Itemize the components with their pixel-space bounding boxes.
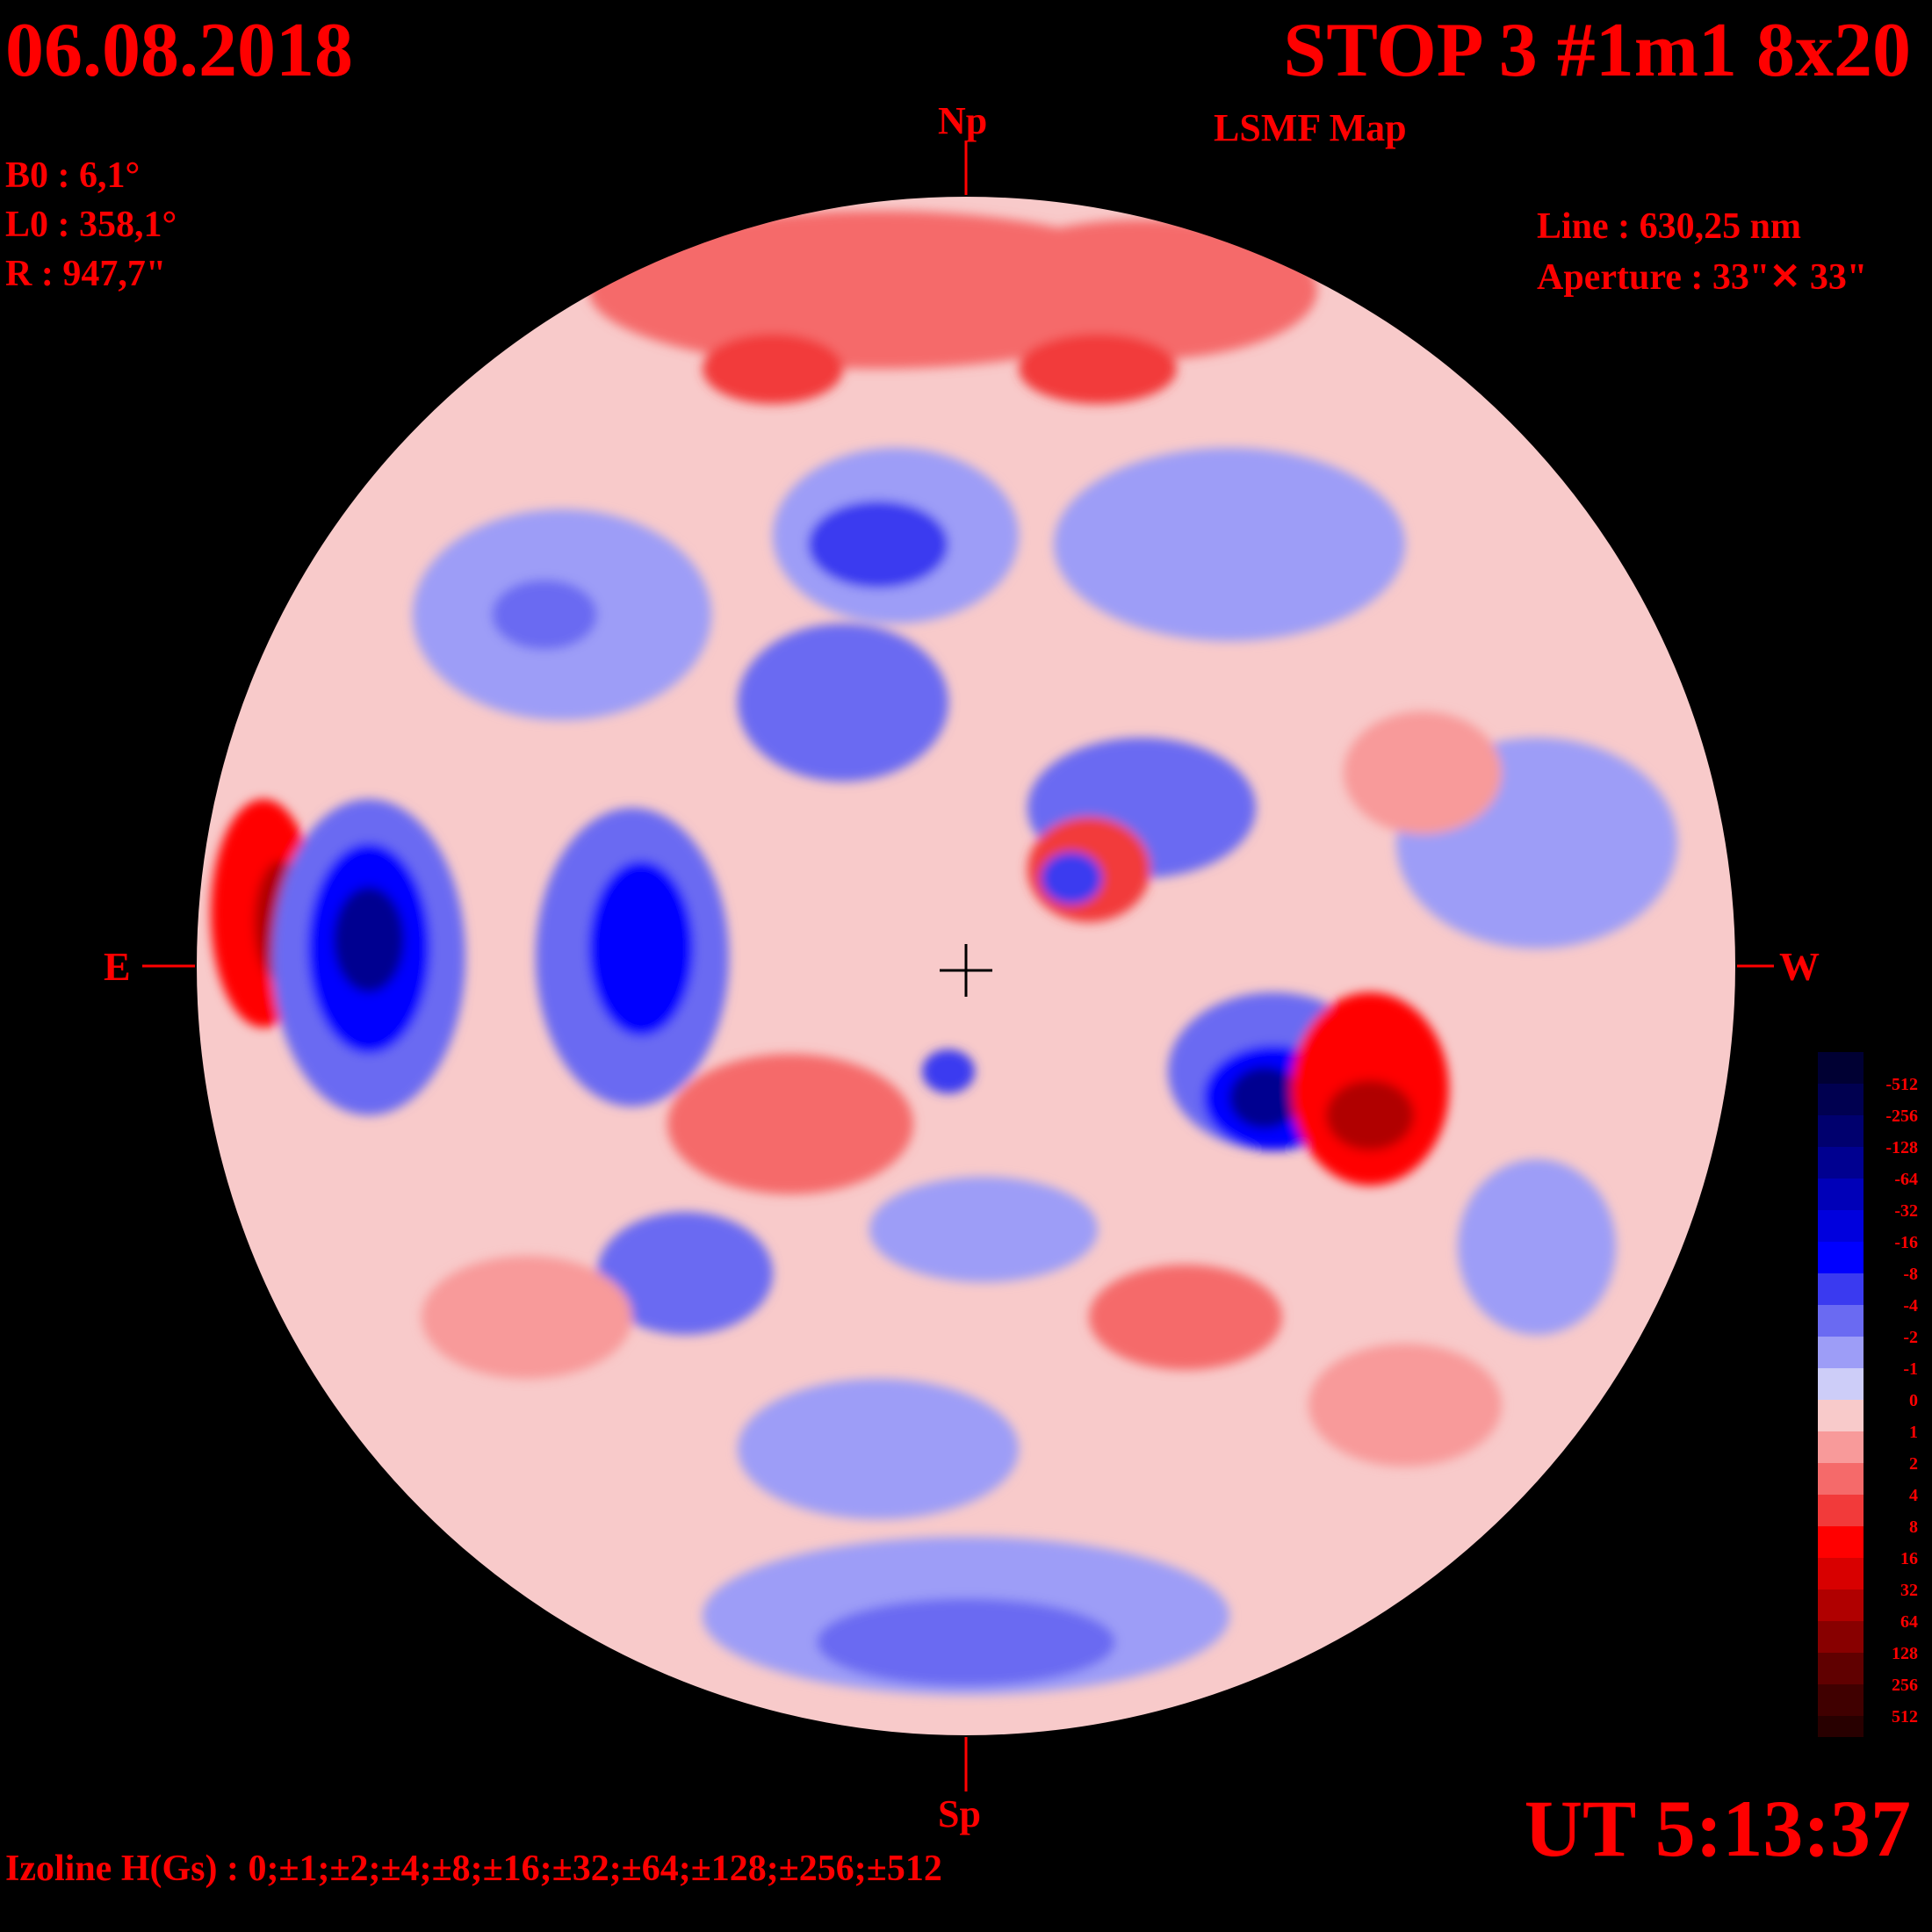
colorbar-swatch [1818,1590,1864,1621]
colorbar-label: -16 [1894,1233,1918,1252]
colorbar-label: 128 [1892,1644,1918,1663]
colorbar-label: -8 [1903,1265,1918,1284]
colorbar-label: 4 [1909,1486,1918,1505]
colorbar-label: 16 [1900,1549,1918,1568]
colorbar-swatch [1818,1210,1864,1242]
colorbar-swatch [1818,1653,1864,1684]
colorbar-label: -512 [1885,1075,1918,1094]
south-pole-label: Sp [938,1792,981,1835]
colorbar-label: 8 [1909,1517,1918,1537]
colorbar-label: -1 [1903,1359,1918,1379]
colorbar-swatch [1818,1305,1864,1337]
l0-label: L0 : 358,1° [5,205,177,245]
colorbar-label: -64 [1894,1170,1918,1189]
colorbar-label: -4 [1903,1296,1918,1316]
colorbar-swatch [1818,1684,1864,1716]
ut-time-label: UT 5:13:37 [1524,1784,1911,1873]
colorbar-swatch [1818,1084,1864,1115]
colorbar-label: 64 [1900,1612,1918,1632]
center-cross [940,944,992,997]
colorbar-swatch [1818,1368,1864,1400]
colorbar-label: 2 [1909,1454,1918,1474]
colorbar-swatch [1818,1052,1864,1084]
colorbar-label: 1 [1909,1423,1918,1442]
colorbar-label: 512 [1892,1707,1918,1727]
colorbar-swatch [1818,1716,1864,1737]
subtitle-label: LSMF Map [1214,106,1407,149]
colorbar-swatch [1818,1621,1864,1653]
colorbar-swatch [1818,1431,1864,1463]
aperture-label: Aperture : 33"✕ 33" [1537,257,1868,298]
colorbar-swatch [1818,1463,1864,1495]
colorbar-swatch [1818,1526,1864,1558]
colorbar-swatch [1818,1273,1864,1305]
colorbar-label: 32 [1900,1581,1918,1600]
colorbar-label: -2 [1903,1328,1918,1347]
colorbar-label: -128 [1885,1138,1918,1157]
colorbar-swatch [1818,1147,1864,1179]
b0-label: B0 : 6,1° [5,155,141,196]
west-label: W [1779,944,1820,989]
east-label: E [104,944,131,989]
north-pole-label: Np [938,99,988,142]
line-label: Line : 630,25 nm [1537,206,1802,247]
title-label: STOP 3 #1m1 8x20 [1283,8,1911,93]
colorbar [1818,1052,1864,1737]
colorbar-swatch [1818,1115,1864,1147]
disk-patterns [211,211,1677,1695]
colorbar-label: 0 [1909,1391,1918,1410]
colorbar-swatch [1818,1179,1864,1210]
colorbar-swatch [1818,1495,1864,1526]
colorbar-label: 256 [1892,1676,1918,1695]
colorbar-swatch [1818,1337,1864,1368]
date-label: 06.08.2018 [5,8,353,93]
colorbar-swatch [1818,1242,1864,1273]
colorbar-swatch [1818,1400,1864,1431]
colorbar-label: -256 [1885,1107,1918,1126]
radius-label: R : 947,7" [5,254,167,294]
colorbar-label: -32 [1894,1201,1918,1221]
colorbar-swatch [1818,1558,1864,1590]
izoline-label: Izoline H(Gs) : 0;±1;±2;±4;±8;±16;±32;±6… [5,1849,942,1889]
